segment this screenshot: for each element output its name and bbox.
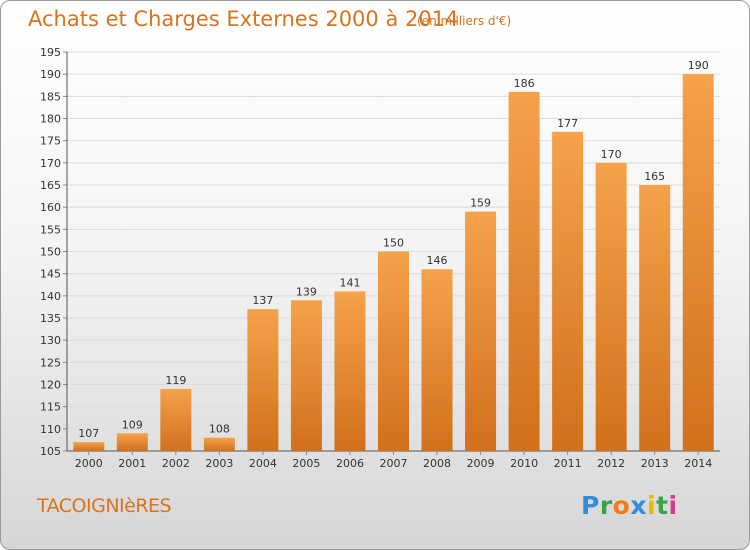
- y-tick-label: 135: [40, 312, 61, 325]
- x-tick-label: 2002: [162, 457, 190, 470]
- data-label: 177: [557, 117, 578, 130]
- y-tick-label: 145: [40, 268, 61, 281]
- data-label: 109: [122, 418, 143, 431]
- x-tick-label: 2013: [641, 457, 669, 470]
- x-tick-label: 2008: [423, 457, 451, 470]
- proxiti-logo: Proxiti: [581, 491, 678, 520]
- data-label: 119: [165, 374, 186, 387]
- bar: [552, 131, 584, 452]
- bar: [421, 269, 453, 451]
- bar: [73, 442, 105, 451]
- y-tick-label: 105: [40, 445, 61, 458]
- chart-title: Achats et Charges Externes 2000 à 2014: [28, 7, 459, 31]
- bar: [334, 291, 366, 451]
- x-tick-label: 2000: [75, 457, 103, 470]
- logo-letter: o: [612, 491, 631, 520]
- y-tick-label: 130: [40, 334, 61, 347]
- bar: [203, 437, 235, 451]
- unit-note: (en milliers d'€): [417, 14, 512, 28]
- y-tick-label: 185: [40, 90, 61, 103]
- x-tick-label: 2009: [467, 457, 495, 470]
- bar: [160, 388, 192, 451]
- y-tick-label: 120: [40, 379, 61, 392]
- data-label: 137: [252, 294, 273, 307]
- x-tick-label: 2005: [292, 457, 320, 470]
- logo-letter: r: [599, 491, 613, 520]
- logo-letter: t: [656, 491, 669, 520]
- y-tick-label: 175: [40, 135, 61, 148]
- y-tick-label: 140: [40, 290, 61, 303]
- x-tick-label: 2007: [380, 457, 408, 470]
- x-tick-label: 2003: [205, 457, 233, 470]
- bar: [465, 211, 497, 451]
- bar: [116, 433, 148, 451]
- data-label: 186: [514, 77, 535, 90]
- x-tick-label: 2001: [118, 457, 146, 470]
- data-label: 107: [78, 427, 99, 440]
- data-label: 141: [339, 276, 360, 289]
- data-label: 170: [601, 148, 622, 161]
- logo-letter: i: [668, 491, 678, 520]
- bar: [378, 251, 409, 451]
- x-tick-label: 2006: [336, 457, 364, 470]
- data-label: 139: [296, 285, 317, 298]
- logo-letter: i: [647, 491, 657, 520]
- logo-letter: P: [581, 491, 600, 520]
- commune-name: TACOIGNIèRES: [37, 495, 172, 517]
- bar: [639, 185, 671, 451]
- data-label: 146: [427, 254, 448, 267]
- x-tick-label: 2010: [510, 457, 538, 470]
- y-tick-label: 180: [40, 113, 61, 126]
- y-tick-label: 155: [40, 223, 61, 236]
- x-tick-label: 2014: [684, 457, 712, 470]
- data-label: 190: [688, 59, 709, 72]
- y-tick-label: 190: [40, 68, 61, 81]
- data-label: 108: [209, 423, 230, 436]
- bar: [682, 74, 714, 452]
- bar: [508, 91, 540, 452]
- bar: [595, 162, 627, 452]
- y-tick-label: 110: [40, 423, 61, 436]
- bar: [290, 300, 322, 451]
- y-tick-label: 150: [40, 246, 61, 259]
- y-tick-label: 170: [40, 157, 61, 170]
- data-label: 150: [383, 237, 404, 250]
- data-label: 159: [470, 197, 491, 210]
- data-label: 165: [644, 170, 665, 183]
- x-tick-label: 2004: [249, 457, 277, 470]
- y-tick-label: 195: [40, 46, 61, 59]
- y-tick-label: 160: [40, 201, 61, 214]
- logo-letter: x: [630, 491, 647, 520]
- y-tick-label: 115: [40, 401, 61, 414]
- y-tick-label: 165: [40, 179, 61, 192]
- y-tick-label: 125: [40, 356, 61, 369]
- bar: [247, 309, 279, 451]
- x-tick-label: 2012: [597, 457, 625, 470]
- x-tick-label: 2011: [554, 457, 582, 470]
